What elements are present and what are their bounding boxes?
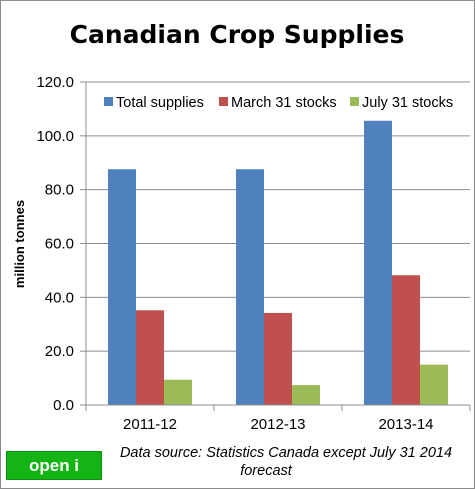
y-tick-label: 0.0 [53,397,74,414]
y-tick-label: 60.0 [45,236,74,253]
y-tick-label: 100.0 [36,128,74,145]
bar-march-31-stocks-2011-12 [136,310,164,405]
bar-total-supplies-2013-14 [364,120,392,405]
y-tick-label: 80.0 [45,182,74,199]
y-tick-label: 40.0 [45,289,74,306]
legend-label: July 31 stocks [362,95,453,111]
y-tick-labels: 0.0 20.0 40.0 60.0 80.0 100.0 120.0 [36,74,74,414]
bar-total-supplies-2011-12 [108,169,136,405]
bar-july-31-stocks-2013-14 [420,364,448,405]
legend-label: March 31 stocks [231,95,337,111]
bars [108,120,448,405]
legend-swatch [104,97,113,106]
bar-total-supplies-2012-13 [236,169,264,405]
axes [85,82,471,411]
x-category-label: 2012-13 [250,416,305,433]
open-info-button[interactable]: open i [6,451,102,480]
y-axis-label: million tonnes [12,200,27,288]
bar-march-31-stocks-2013-14 [392,275,420,405]
x-category-label: 2013-14 [378,416,433,433]
source-note-line1: Data source: Statistics Canada except Ju… [120,445,452,461]
chart-title: Canadian Crop Supplies [70,20,405,49]
legend-swatch [350,97,359,106]
bar-july-31-stocks-2011-12 [164,379,192,405]
bar-march-31-stocks-2012-13 [264,312,292,405]
legend-label: Total supplies [116,95,204,111]
y-tick-label: 20.0 [45,343,74,360]
y-tick-label: 120.0 [36,74,74,91]
legend: Total supplies March 31 stocks July 31 sto… [104,95,453,111]
x-category-labels: 2011-12 2012-13 2013-14 [123,416,434,433]
bar-july-31-stocks-2012-13 [292,385,320,405]
legend-swatch [219,97,228,106]
source-note-line2: forecast [240,463,293,479]
x-category-label: 2011-12 [123,416,177,433]
